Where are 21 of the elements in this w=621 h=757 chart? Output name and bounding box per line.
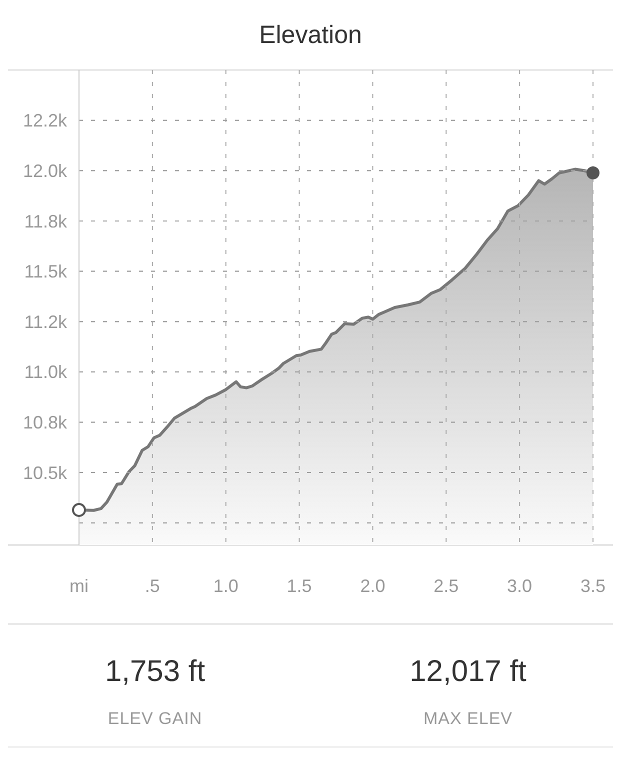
x-tick-label: 1.0 (213, 576, 238, 596)
text: 12,017 ft (410, 655, 528, 688)
y-tick-label: 11.8k (24, 211, 68, 232)
chart-title: Elevation (259, 21, 362, 49)
x-tick-label: 3.0 (507, 576, 532, 596)
x-tick-label: 2.0 (360, 576, 386, 596)
y-tick-label: 11.0k (24, 362, 68, 382)
text: ELEV GAIN (108, 709, 202, 728)
y-tick-label: 11.2k (24, 312, 68, 332)
y-tick-label: 10.8k (22, 412, 68, 433)
y-tick-label: 12.2k (22, 110, 68, 131)
x-tick-label: .5 (144, 576, 160, 596)
x-tick-label: 2.5 (434, 576, 459, 596)
y-tick-label: 10.5k (22, 462, 68, 483)
text: 1,753 ft (104, 655, 206, 688)
x-tick-label: 1.5 (286, 576, 312, 596)
x-tick-label: mi (70, 576, 88, 596)
y-tick-label: 11.5k (24, 262, 68, 282)
y-tick-label: 12.0k (22, 160, 68, 181)
x-tick-label: 3.5 (580, 576, 606, 596)
text: MAX ELEV (423, 709, 513, 728)
